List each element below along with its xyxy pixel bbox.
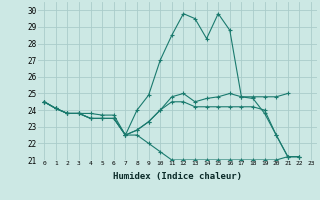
X-axis label: Humidex (Indice chaleur): Humidex (Indice chaleur) <box>113 172 242 181</box>
